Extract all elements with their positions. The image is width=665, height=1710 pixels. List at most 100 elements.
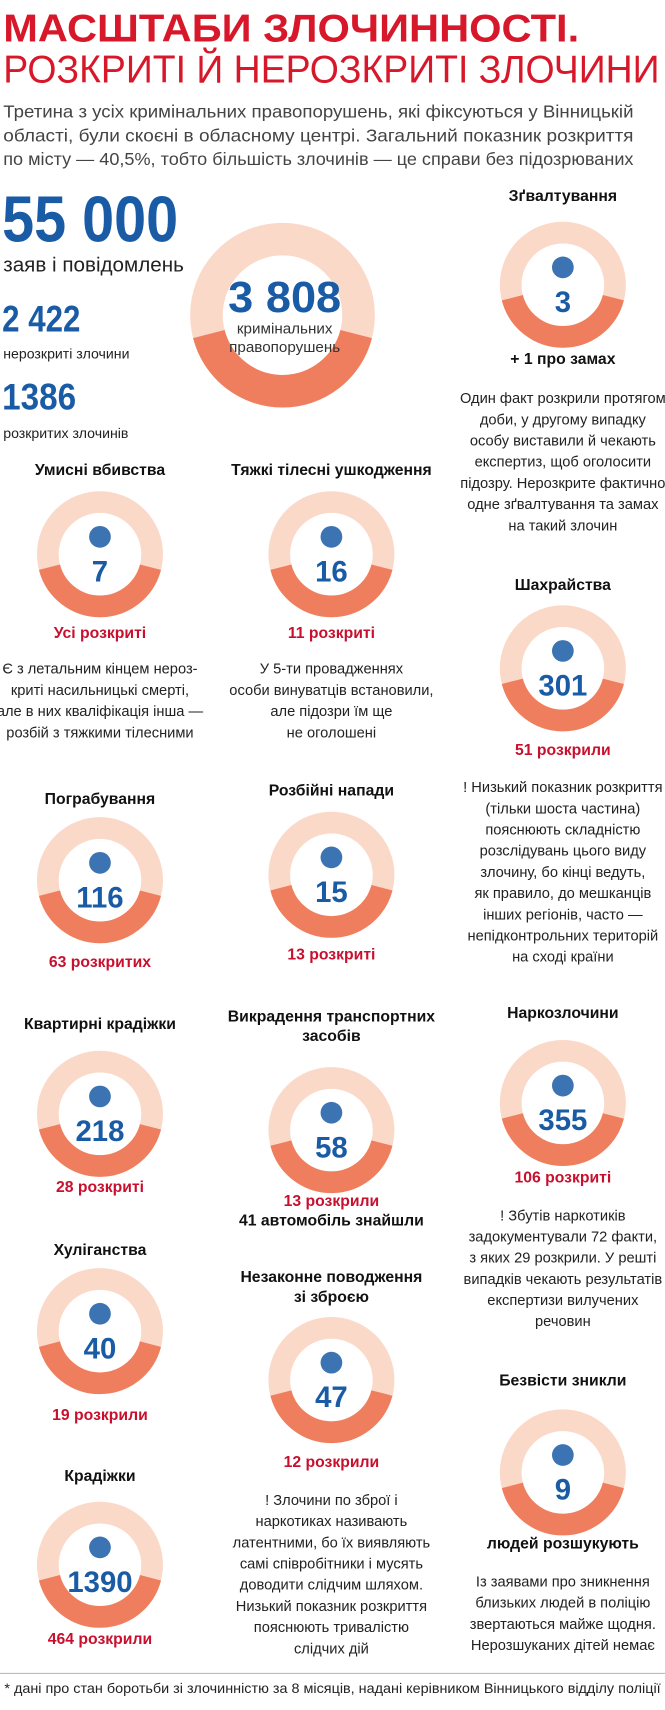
item-note: (тільки шоста частина) (485, 801, 640, 817)
item-sub: людей розшукують (487, 1535, 639, 1552)
item-note: злочину, бо кінці ведуть, (480, 865, 645, 881)
item-note: латентними, бо їх виявляють (233, 1535, 431, 1551)
item-note: особи винуватців встановили, (229, 683, 433, 699)
item-note: одне зґвалтування та замах (467, 497, 659, 513)
item-icon (320, 1351, 343, 1374)
title-line: МАСШТАБИ ЗЛОЧИННОСТІ. (3, 7, 579, 50)
item-note: розбій з тяжкими тілесними (6, 725, 193, 741)
item-sub: 13 розкрили (284, 1193, 380, 1210)
item-note: Один факт розкрили протягом (460, 391, 665, 407)
item-number: 9 (555, 1474, 571, 1507)
item-number: 3 (555, 286, 571, 319)
stat-number: 2 422 (2, 298, 80, 339)
item-number: 40 (84, 1332, 117, 1365)
item-ring-accent (501, 1112, 624, 1166)
item-note: Низький показник розкриття (236, 1599, 427, 1615)
item-number: 355 (538, 1104, 587, 1137)
item-ring-accent (38, 564, 162, 618)
item-ring-accent (501, 678, 624, 732)
item-note: на такий злочин (508, 518, 617, 534)
item-note: доводити слідчим шляхом. (240, 1578, 423, 1594)
item-icon (89, 1085, 111, 1108)
item-number: 47 (315, 1381, 348, 1414)
title-line: РОЗКРИТІ Й НЕРОЗКРИТІ ЗЛОЧИНИ (3, 47, 659, 92)
item-sub: + 1 про замах (510, 351, 615, 368)
item-note: речовин (535, 1314, 591, 1330)
item-sub: 28 розкриті (56, 1179, 144, 1196)
item-sub: 106 розкриті (514, 1169, 611, 1186)
item-note: Із заявами про зникнення (476, 1574, 650, 1590)
item-icon (551, 1444, 574, 1466)
item-number: 7 (92, 555, 108, 588)
item-icon (89, 1302, 111, 1325)
item-note: ! Низький показник розкриття (463, 780, 662, 796)
item-ring-accent (501, 294, 624, 348)
intro-line: Третина з усіх кримінальних правопорушен… (3, 101, 633, 121)
item-sub: 51 розкрили (515, 742, 611, 759)
item-sub: 12 розкрили (284, 1454, 380, 1471)
item-sub: 63 розкритих (49, 954, 151, 971)
item-note: як правило, до мешканців (474, 886, 651, 902)
item-title: Квартирні крадіжки (24, 1016, 176, 1033)
item-note: але в них кваліфікація інша — (0, 704, 203, 720)
stat-number: 55 000 (2, 182, 178, 255)
big-label: кримінальних (237, 321, 333, 338)
item-note: підозру. Нерозкрите фактично (460, 476, 665, 492)
item-ring-accent (38, 1340, 162, 1395)
item-ring-accent (270, 564, 393, 618)
item-title: Умисні вбивства (35, 462, 165, 479)
item-note: ! Збутів наркотиків (500, 1208, 626, 1224)
item-ring-accent (270, 1389, 393, 1443)
item-title: засобів (302, 1028, 361, 1045)
stat-label: розкритих злочинів (3, 425, 128, 441)
item-note: задокументували 72 факти, (469, 1230, 658, 1246)
item-sub: 13 розкриті (287, 947, 375, 964)
item-number: 116 (76, 881, 123, 914)
item-title: Хуліганства (54, 1242, 147, 1259)
item-note: доби, у другому випадку (480, 412, 647, 428)
item-ring-accent (38, 1574, 162, 1628)
item-note: наркотиках називають (256, 1514, 408, 1530)
big-ring-accent (193, 329, 372, 408)
item-note: інших регіонів, часто — (483, 907, 643, 923)
item-ring-accent (501, 1482, 624, 1536)
item-number: 58 (315, 1131, 348, 1164)
item-sub: 11 розкриті (288, 625, 375, 642)
item-note: близьких людей в поліцію (475, 1596, 650, 1612)
item-title: Зґвалтування (509, 188, 617, 205)
item-sub: Усі розкриті (54, 625, 146, 642)
big-number: 3 808 (228, 274, 341, 322)
item-number: 15 (315, 876, 348, 909)
item-note: самі співробітники і мусять (240, 1557, 424, 1573)
item-note: на сході країни (512, 950, 614, 966)
item-title: Викрадення транспортних (228, 1008, 435, 1025)
item-icon (551, 1074, 574, 1097)
item-title: Наркозлочини (507, 1005, 619, 1022)
item-note: Є з летальним кінцем нероз- (2, 662, 197, 678)
stat-number: 1386 (2, 377, 76, 418)
item-note: експертиз, щоб оголосити (475, 455, 652, 471)
item-sub: 41 автомобіль знайшли (239, 1213, 424, 1230)
item-title: Безвісти зникли (499, 1372, 626, 1389)
stat-label: нерозкриті злочини (3, 346, 129, 362)
item-number: 301 (538, 669, 587, 702)
item-note: розслідувань цього виду (480, 844, 647, 860)
item-note: випадків чекають результатів (464, 1272, 663, 1288)
item-note: ! Злочини по зброї і (265, 1493, 398, 1509)
item-note: криті насильницькі смерті, (11, 683, 189, 699)
item-note: особу виставили й чекають (470, 434, 656, 450)
item-title: Розбійні напади (269, 782, 394, 799)
item-icon (551, 256, 574, 279)
item-note: звертаються майже щодня. (470, 1617, 656, 1633)
item-ring-accent (270, 1139, 393, 1194)
item-number: 218 (75, 1115, 124, 1148)
item-title: Незаконне поводження (240, 1269, 422, 1286)
item-number: 1390 (67, 1566, 132, 1599)
item-note: з яких 29 розкрили. У решті (469, 1251, 656, 1267)
item-note: експертизи вилучених (487, 1293, 639, 1309)
item-number: 16 (315, 555, 348, 588)
item-title: Тяжкі тілесні ушкодження (231, 462, 432, 479)
item-note: У 5-ти провадженнях (260, 662, 404, 678)
